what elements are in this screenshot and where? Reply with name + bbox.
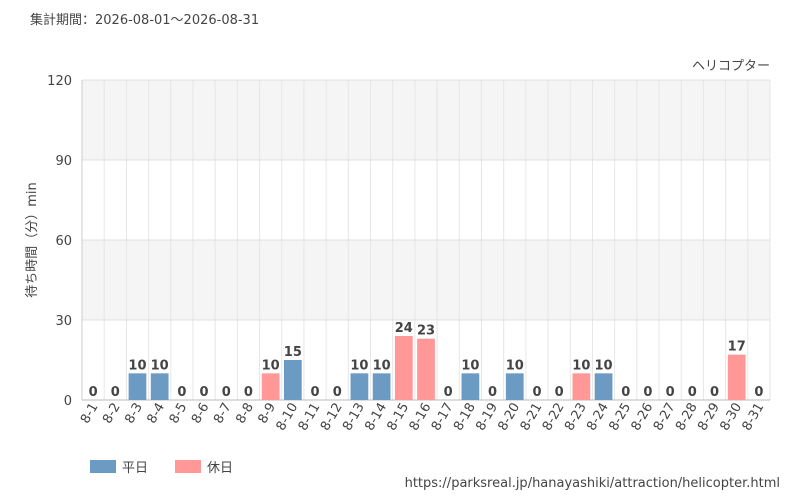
chart-subtitle: ヘリコプター (692, 59, 770, 74)
data-label: 0 (754, 385, 763, 400)
data-label: 0 (688, 385, 697, 400)
data-label: 0 (177, 385, 186, 400)
x-tick-label: 8-31 (740, 401, 768, 434)
data-label: 0 (111, 385, 120, 400)
bar (261, 373, 280, 400)
data-label: 10 (461, 358, 479, 373)
legend-swatch (90, 460, 116, 473)
data-label: 0 (200, 385, 209, 400)
x-tick-label: 8-30 (717, 401, 745, 434)
x-tick-label: 8-8 (233, 401, 257, 427)
x-tick-label: 8-20 (495, 401, 523, 434)
data-label: 10 (506, 358, 524, 373)
data-label: 24 (395, 321, 413, 336)
data-label: 0 (222, 385, 231, 400)
x-tick-label: 8-4 (145, 401, 169, 427)
x-tick-label: 8-28 (673, 401, 701, 434)
x-tick-label: 8-3 (122, 401, 146, 427)
x-tick-label: 8-10 (274, 401, 302, 434)
legend-label: 休日 (207, 461, 233, 476)
source-url: https://parksreal.jp/hanayashiki/attract… (405, 476, 780, 491)
data-label: 0 (643, 385, 652, 400)
x-tick-label: 8-16 (407, 401, 435, 434)
bar (594, 373, 613, 400)
x-tick-label: 8-27 (651, 401, 679, 434)
plot-band (82, 240, 770, 320)
chart-title: 集計期間：2026-08-01～2026-08-31 (30, 12, 259, 28)
x-tick-label: 8-21 (518, 401, 546, 434)
legend-label: 平日 (122, 461, 148, 476)
data-label: 10 (151, 358, 169, 373)
x-tick-label: 8-18 (451, 401, 479, 434)
x-tick-label: 8-25 (606, 401, 634, 434)
bar (394, 336, 413, 400)
data-label: 0 (666, 385, 675, 400)
bar (505, 373, 524, 400)
bar (417, 338, 435, 400)
data-label: 23 (417, 324, 435, 339)
data-label: 10 (128, 358, 146, 373)
bar (283, 360, 302, 400)
x-tick-label: 8-5 (167, 401, 191, 427)
data-label: 0 (244, 385, 253, 400)
bar (461, 373, 480, 400)
data-label: 10 (595, 358, 613, 373)
data-label: 10 (373, 358, 391, 373)
x-tick-label: 8-11 (296, 401, 324, 434)
bar (727, 354, 746, 400)
x-tick-label: 8-22 (540, 401, 568, 434)
data-label: 0 (555, 385, 564, 400)
x-tick-label: 8-26 (629, 401, 657, 434)
x-tick-label: 8-17 (429, 401, 457, 434)
x-tick-label: 8-2 (100, 401, 124, 427)
data-label: 10 (262, 358, 280, 373)
data-label: 10 (572, 358, 590, 373)
y-tick-label: 120 (47, 74, 72, 89)
bar (350, 373, 369, 400)
bar (572, 373, 591, 400)
x-tick-label: 8-12 (318, 401, 346, 434)
x-tick-label: 8-6 (189, 401, 213, 427)
bar (150, 373, 169, 400)
x-tick-label: 8-13 (340, 401, 368, 434)
data-label: 0 (333, 385, 342, 400)
y-tick-label: 0 (64, 394, 72, 409)
data-label: 0 (444, 385, 453, 400)
bar (372, 373, 391, 400)
data-label: 0 (621, 385, 630, 400)
y-tick-label: 30 (55, 314, 72, 329)
x-tick-label: 8-23 (562, 401, 590, 434)
x-tick-label: 8-14 (362, 401, 390, 434)
x-tick-label: 8-24 (584, 401, 612, 434)
x-tick-label: 8-1 (78, 401, 102, 427)
data-label: 0 (311, 385, 320, 400)
x-tick-label: 8-29 (695, 401, 723, 434)
y-tick-label: 90 (55, 154, 72, 169)
data-label: 15 (284, 345, 302, 360)
x-tick-label: 8-19 (473, 401, 501, 434)
data-label: 0 (710, 385, 719, 400)
plot-band (82, 80, 770, 160)
y-tick-label: 60 (55, 234, 72, 249)
x-tick-label: 8-15 (385, 401, 413, 434)
data-label: 17 (728, 340, 746, 355)
data-label: 10 (350, 358, 368, 373)
legend-swatch (175, 460, 201, 473)
data-label: 0 (532, 385, 541, 400)
x-tick-label: 8-7 (211, 401, 235, 427)
y-axis-label: 待ち時間（分）min (25, 182, 40, 298)
bar (128, 373, 147, 400)
data-label: 0 (488, 385, 497, 400)
data-label: 0 (89, 385, 98, 400)
